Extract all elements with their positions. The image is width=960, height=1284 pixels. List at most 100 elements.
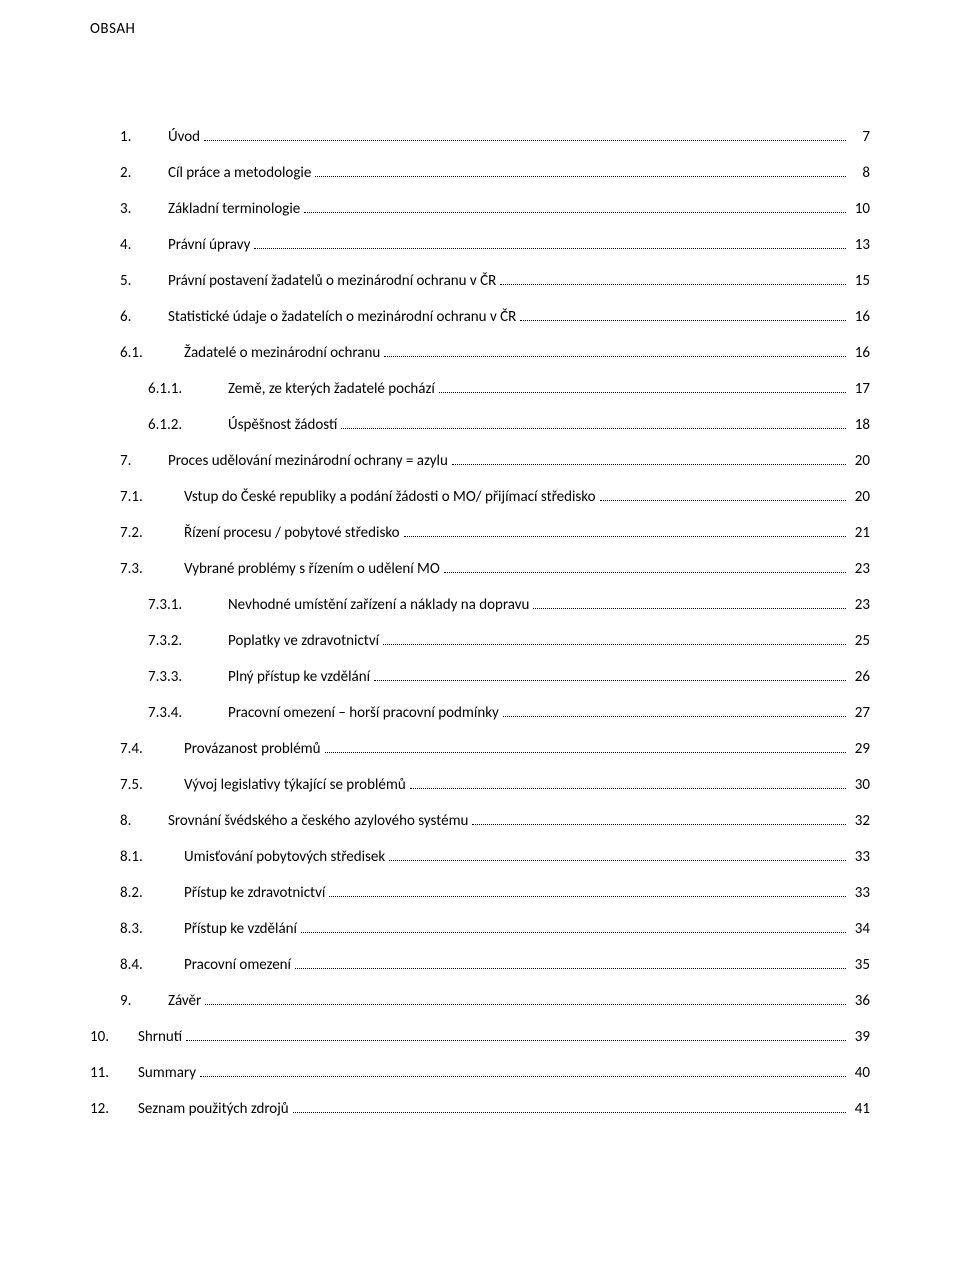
- toc-entry: 7.3.4.Pracovní omezení – horší pracovní …: [148, 704, 870, 722]
- toc-entry-title: Srovnání švédského a českého azylového s…: [168, 812, 468, 830]
- toc-leader-dots: [600, 500, 847, 501]
- toc-entry-title: Cíl práce a metodologie: [168, 164, 311, 182]
- toc-leader-dots: [503, 716, 846, 717]
- toc-entry-page: 33: [850, 884, 870, 902]
- toc-entry-title: Země, ze kterých žadatelé pochází: [228, 380, 435, 398]
- toc-entry-page: 32: [850, 812, 870, 830]
- toc-entry-page: 7: [850, 128, 870, 146]
- toc-entry: 7.3.2.Poplatky ve zdravotnictví25: [148, 632, 870, 650]
- toc-entry: 6.1.2.Úspěšnost žádostí18: [148, 416, 870, 434]
- toc-entry: 7.4.Provázanost problémů 29: [120, 740, 870, 758]
- toc-entry-number: 2.: [120, 164, 168, 182]
- toc-entry-title: Pracovní omezení: [184, 956, 291, 974]
- toc-leader-dots: [205, 1004, 846, 1005]
- toc-entry-title: Úvod: [168, 128, 200, 146]
- toc-entry-number: 8.2.: [120, 884, 184, 902]
- toc-entry: 7.1.Vstup do České republiky a podání žá…: [120, 488, 870, 506]
- toc-entry-number: 7.3.1.: [148, 596, 228, 614]
- toc-entry: 10.Shrnutí39: [90, 1028, 870, 1046]
- toc-entry: 7.3.1.Nevhodné umístění zařízení a nákla…: [148, 596, 870, 614]
- toc-leader-dots: [384, 356, 846, 357]
- toc-entry-number: 7.3.: [120, 560, 184, 578]
- toc-entry-title: Statistické údaje o žadatelích o mezinár…: [168, 308, 516, 326]
- toc-entry: 7.5.Vývoj legislativy týkající se problé…: [120, 776, 870, 794]
- toc-entry-title: Závěr: [168, 992, 201, 1010]
- toc-entry: 5.Právní postavení žadatelů o mezinárodn…: [120, 272, 870, 290]
- toc-entry-page: 8: [850, 164, 870, 182]
- toc-entry-page: 16: [850, 308, 870, 326]
- toc-entry-number: 7.3.2.: [148, 632, 228, 650]
- toc-entry-page: 29: [850, 740, 870, 758]
- toc-entry: 6.Statistické údaje o žadatelích o mezin…: [120, 308, 870, 326]
- toc-entry-page: 40: [850, 1064, 870, 1082]
- toc-leader-dots: [389, 860, 846, 861]
- toc-entry-title: Plný přístup ke vzdělání: [228, 668, 370, 686]
- toc-entry: 12.Seznam použitých zdrojů41: [90, 1100, 870, 1118]
- toc-entry-title: Seznam použitých zdrojů: [138, 1100, 289, 1118]
- toc-entry-title: Právní postavení žadatelů o mezinárodní …: [168, 272, 496, 290]
- toc-leader-dots: [293, 1112, 846, 1113]
- toc-entry-number: 7.1.: [120, 488, 184, 506]
- toc-entry-page: 26: [850, 668, 870, 686]
- toc-leader-dots: [295, 968, 846, 969]
- toc-leader-dots: [404, 536, 846, 537]
- toc-entry-title: Vstup do České republiky a podání žádost…: [184, 488, 596, 506]
- toc-entry-title: Shrnutí: [138, 1028, 182, 1046]
- toc-leader-dots: [410, 788, 846, 789]
- toc-entry-title: Základní terminologie: [168, 200, 300, 218]
- toc-leader-dots: [315, 176, 846, 177]
- toc-entry-title: Vývoj legislativy týkající se problémů: [184, 776, 406, 794]
- toc-leader-dots: [304, 212, 846, 213]
- toc-leader-dots: [254, 248, 846, 249]
- toc-entry-number: 5.: [120, 272, 168, 290]
- toc-entry-page: 36: [850, 992, 870, 1010]
- toc-heading: OBSAH: [90, 20, 870, 38]
- toc-entry-page: 30: [850, 776, 870, 794]
- toc-entry-number: 1.: [120, 128, 168, 146]
- toc-entry-title: Umisťování pobytových středisek: [184, 848, 385, 866]
- toc-entry-title: Proces udělování mezinárodní ochrany = a…: [168, 452, 448, 470]
- toc-leader-dots: [341, 428, 846, 429]
- toc-entry: 8.Srovnání švédského a českého azylového…: [120, 812, 870, 830]
- toc-entry-page: 35: [850, 956, 870, 974]
- toc-entry: 8.1.Umisťování pobytových středisek33: [120, 848, 870, 866]
- toc-entry: 6.1.1.Země, ze kterých žadatelé pochází1…: [148, 380, 870, 398]
- toc-entry-page: 16: [850, 344, 870, 362]
- toc-entry-number: 8.1.: [120, 848, 184, 866]
- toc-entry-page: 41: [850, 1100, 870, 1118]
- toc-entry-title: Poplatky ve zdravotnictví: [228, 632, 379, 650]
- toc-entry-page: 18: [850, 416, 870, 434]
- toc-leader-dots: [444, 572, 846, 573]
- toc-entry: 7.Proces udělování mezinárodní ochrany =…: [120, 452, 870, 470]
- toc-leader-dots: [520, 320, 846, 321]
- toc-leader-dots: [374, 680, 846, 681]
- toc-entry-number: 7.4.: [120, 740, 184, 758]
- toc-entry-number: 11.: [90, 1064, 138, 1082]
- toc-entry-title: Vybrané problémy s řízením o udělení MO: [184, 560, 440, 578]
- toc-leader-dots: [383, 644, 846, 645]
- toc-entry-title: Nevhodné umístění zařízení a náklady na …: [228, 596, 529, 614]
- toc-entry: 2.Cíl práce a metodologie 8: [120, 164, 870, 182]
- toc-entry: 8.3.Přístup ke vzdělání34: [120, 920, 870, 938]
- toc-entry: 8.2.Přístup ke zdravotnictví33: [120, 884, 870, 902]
- toc-entry-number: 10.: [90, 1028, 138, 1046]
- toc-entry-page: 10: [850, 200, 870, 218]
- toc-entry-number: 6.1.2.: [148, 416, 228, 434]
- toc-entry-title: Žadatelé o mezinárodní ochranu: [184, 344, 380, 362]
- toc-entry-number: 8.3.: [120, 920, 184, 938]
- toc-entry: 9.Závěr36: [120, 992, 870, 1010]
- toc-entry-number: 7.2.: [120, 524, 184, 542]
- toc-entry: 3.Základní terminologie10: [120, 200, 870, 218]
- toc-entry-number: 7.3.3.: [148, 668, 228, 686]
- toc-entry-number: 7.: [120, 452, 168, 470]
- toc-leader-dots: [533, 608, 846, 609]
- toc-entry: 1.Úvod 7: [120, 128, 870, 146]
- toc-entry-page: 23: [850, 596, 870, 614]
- toc-entry-number: 8.4.: [120, 956, 184, 974]
- toc-entry-page: 34: [850, 920, 870, 938]
- toc-entry: 6.1.Žadatelé o mezinárodní ochranu16: [120, 344, 870, 362]
- toc-leader-dots: [472, 824, 846, 825]
- toc-entry-title: Provázanost problémů: [184, 740, 321, 758]
- toc-entry: 11.Summary 40: [90, 1064, 870, 1082]
- toc-entry-title: Summary: [138, 1064, 196, 1082]
